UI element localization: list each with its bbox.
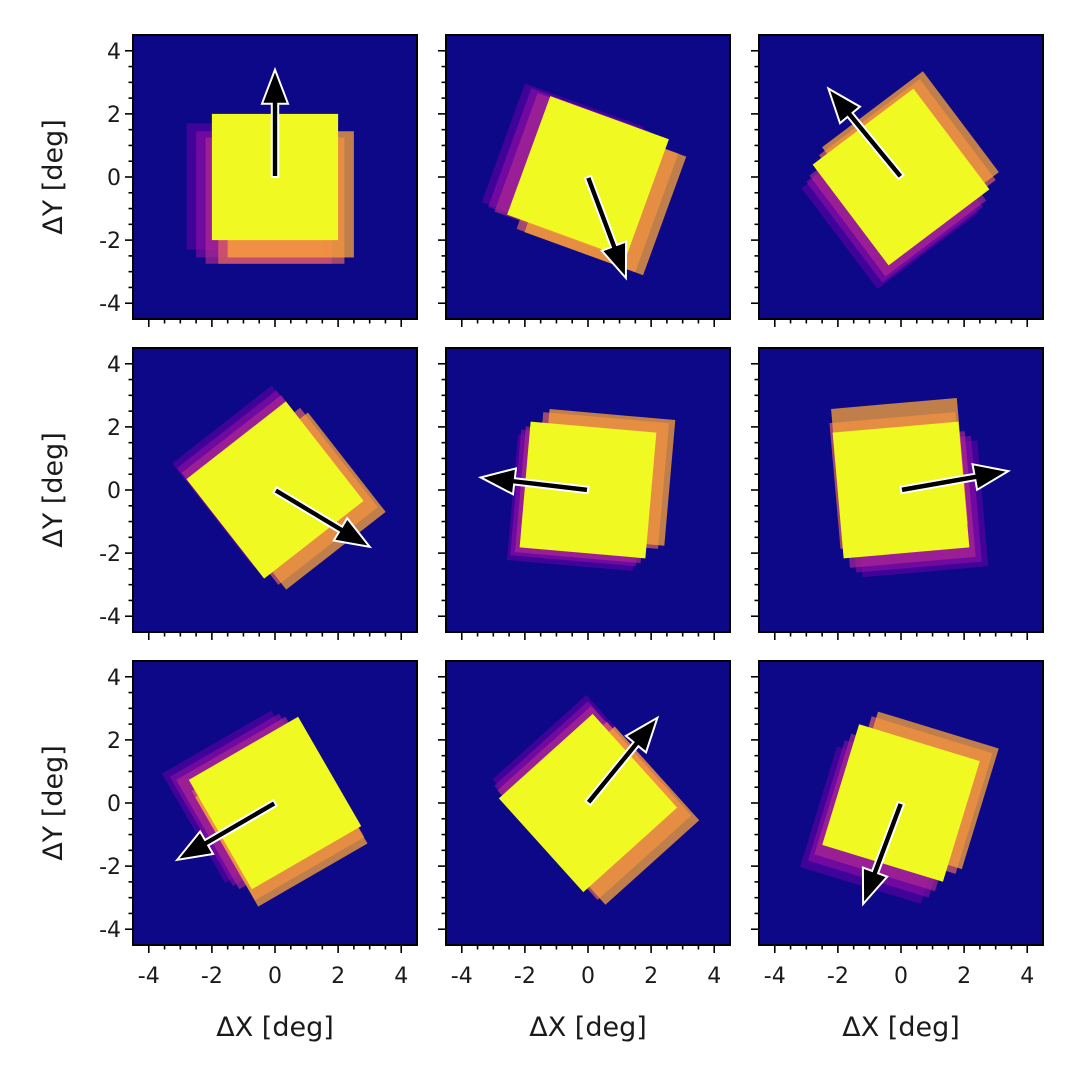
axis-ticks [125, 49, 403, 327]
x-tick-label: 4 [394, 964, 408, 989]
panel-r0-c1 [438, 34, 731, 327]
y-tick-label: 2 [107, 729, 121, 754]
x-tick-label: 4 [1020, 964, 1034, 989]
panel-r0-c0: -4 -2 0 2 4 ΔY [deg] [38, 34, 418, 327]
y-tick-label: -4 [99, 918, 121, 943]
direction-arrow [260, 66, 290, 178]
y-tick-label: 4 [107, 353, 121, 378]
axis-ticks [438, 675, 716, 953]
y-tick-label: 0 [107, 166, 121, 191]
y-tick-label: 0 [107, 479, 121, 504]
x-axis-label: ΔX [deg] [216, 1012, 334, 1043]
axis-ticks [438, 362, 716, 640]
panel-r1-c1 [438, 347, 731, 640]
x-tick-label: 2 [331, 964, 345, 989]
x-tick-label: -2 [201, 964, 223, 989]
axis-ticks [438, 49, 716, 327]
y-tick-label: 0 [107, 792, 121, 817]
panel-r0-c2 [751, 34, 1044, 327]
panel-r2-c2: -4 -2 0 2 4 ΔX [deg] [751, 660, 1044, 1043]
x-axis-label: ΔX [deg] [842, 1012, 960, 1043]
axis-ticks [751, 675, 1029, 953]
y-axis-label: ΔY [deg] [38, 119, 69, 235]
axis-ticks [751, 362, 1029, 640]
panel-r1-c2 [751, 347, 1044, 640]
axis-ticks [125, 675, 403, 953]
direction-arrow [584, 715, 660, 807]
x-tick-label: 0 [894, 964, 908, 989]
axis-ticks [751, 49, 1029, 327]
direction-arrow [272, 485, 373, 549]
y-tick-label: 2 [107, 416, 121, 441]
y-tick-label: -4 [99, 292, 121, 317]
panel-r2-c0: -4 -2 0 2 4 ΔY [deg] -4 -2 0 2 4 ΔX [deg] [38, 660, 418, 1043]
direction-arrow [583, 174, 628, 281]
x-tick-label: -2 [827, 964, 849, 989]
x-tick-label: -4 [764, 964, 786, 989]
x-tick-label: -4 [451, 964, 473, 989]
y-axis-label: ΔY [deg] [38, 745, 69, 861]
x-tick-label: 0 [268, 964, 282, 989]
y-tick-label: 2 [107, 103, 121, 128]
y-tick-label: -2 [99, 229, 121, 254]
direction-arrow [861, 800, 906, 907]
y-tick-label: -2 [99, 542, 121, 567]
x-tick-label: -2 [514, 964, 536, 989]
x-tick-label: 2 [644, 964, 658, 989]
panel-r2-c1: -4 -2 0 2 4 ΔX [deg] [438, 660, 731, 1043]
axis-ticks [125, 362, 403, 640]
direction-arrow [477, 467, 590, 496]
panel-r1-c0: -4 -2 0 2 4 ΔY [deg] [38, 347, 418, 640]
x-tick-label: 2 [957, 964, 971, 989]
y-tick-label: 4 [107, 40, 121, 65]
direction-arrow [899, 462, 1012, 495]
x-tick-label: 4 [707, 964, 721, 989]
x-tick-label: -4 [138, 964, 160, 989]
y-axis-label: ΔY [deg] [38, 432, 69, 548]
y-tick-label: -2 [99, 855, 121, 880]
y-tick-label: 4 [107, 666, 121, 691]
x-axis-label: ΔX [deg] [529, 1012, 647, 1043]
y-tick-label: -4 [99, 605, 121, 630]
x-tick-label: 0 [581, 964, 595, 989]
direction-arrow [826, 86, 905, 181]
direction-arrow [174, 798, 278, 862]
